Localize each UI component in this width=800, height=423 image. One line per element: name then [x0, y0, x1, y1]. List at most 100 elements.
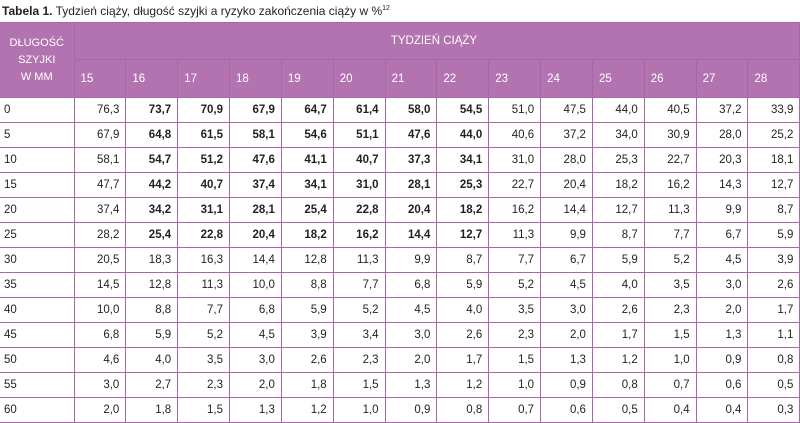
risk-value-cell: 12,7 — [747, 172, 800, 198]
risk-value-cell: 2,3 — [488, 322, 542, 348]
risk-value-cell: 1,5 — [643, 322, 697, 348]
risk-value-cell: 3,9 — [280, 322, 334, 348]
risk-value-cell: 18,1 — [747, 147, 800, 173]
risk-value-cell: 22,8 — [332, 197, 386, 223]
week-header-cell: 27 — [695, 59, 749, 98]
risk-value-cell: 9,9 — [384, 247, 438, 273]
risk-value-cell: 2,0 — [384, 347, 438, 373]
table-row: 50 4,6 4,0 3,5 3,0 2,6 2,3 2,0 1,7 1,5 1,3 1,2 1,0 0,… — [0, 347, 800, 373]
risk-value-cell: 3,5 — [643, 272, 697, 298]
table-row: 0 76,3 73,7 70,9 67,9 64,7 61,4 58,0 54,5 51,0 47,… — [0, 97, 800, 123]
risk-value-cell: 2,0 — [229, 372, 282, 398]
risk-value-cell: 5,2 — [643, 247, 697, 273]
cervix-length-cell: 0 — [0, 97, 75, 123]
risk-value-cell: 2,6 — [280, 347, 334, 373]
risk-value-cell: 0,9 — [384, 397, 438, 423]
caption-reference: 12 — [382, 5, 390, 12]
risk-value-cell: 64,8 — [125, 122, 179, 148]
risk-value-cell: 9,9 — [695, 197, 749, 223]
row-label-line: DŁUGOŚĆ — [9, 36, 64, 49]
risk-value-cell: 14,4 — [540, 197, 593, 223]
risk-value-cell: 0,9 — [695, 347, 749, 373]
risk-value-cell: 4,5 — [695, 247, 749, 273]
risk-value-cell: 4,0 — [591, 272, 645, 298]
risk-value-cell: 5,9 — [125, 322, 179, 348]
table-row: 25 28,2 25,4 22,8 20,4 18,2 16,2 14,4 12,7 11,3 9,… — [0, 222, 800, 248]
risk-value-cell: 16,2 — [643, 172, 697, 198]
table-row: 15 47,7 44,2 40,7 37,4 34,1 31,0 28,1 25,3 22,7 20… — [0, 172, 800, 198]
cervix-length-cell: 20 — [0, 197, 75, 223]
risk-value-cell: 1,3 — [229, 397, 282, 423]
risk-value-cell: 6,7 — [695, 222, 749, 248]
risk-value-cell: 40,6 — [488, 122, 542, 148]
risk-value-cell: 3,0 — [695, 272, 749, 298]
risk-value-cell: 1,7 — [747, 297, 800, 323]
risk-value-cell: 58,1 — [229, 122, 282, 148]
risk-value-cell: 37,4 — [229, 172, 282, 198]
risk-value-cell: 4,6 — [73, 347, 127, 373]
cervix-length-cell: 45 — [0, 322, 75, 348]
risk-value-cell: 22,7 — [643, 147, 697, 173]
risk-value-cell: 4,0 — [125, 347, 179, 373]
cervix-length-cell: 10 — [0, 147, 75, 173]
risk-value-cell: 20,4 — [540, 172, 593, 198]
risk-value-cell: 1,2 — [591, 347, 645, 373]
risk-value-cell: 47,5 — [540, 97, 593, 123]
risk-value-cell: 7,7 — [177, 297, 231, 323]
week-header-cell: 17 — [177, 59, 231, 98]
risk-value-cell: 37,2 — [695, 97, 749, 123]
risk-value-cell: 3,4 — [332, 322, 386, 348]
risk-value-cell: 5,2 — [488, 272, 542, 298]
risk-value-cell: 6,8 — [73, 322, 127, 348]
table-row: 55 3,0 2,7 2,3 2,0 1,8 1,5 1,3 1,2 1,0 0,9 0,8 0,7 0,… — [0, 372, 800, 398]
risk-value-cell: 1,2 — [436, 372, 490, 398]
risk-value-cell: 41,1 — [280, 147, 334, 173]
risk-value-cell: 0,8 — [436, 397, 490, 423]
risk-value-cell: 34,1 — [280, 172, 334, 198]
risk-value-cell: 61,4 — [332, 97, 386, 123]
week-header-cell: 18 — [229, 59, 282, 98]
risk-value-cell: 25,4 — [125, 222, 179, 248]
risk-value-cell: 28,0 — [540, 147, 593, 173]
risk-value-cell: 31,1 — [177, 197, 231, 223]
risk-value-cell: 16,2 — [332, 222, 386, 248]
risk-value-cell: 18,2 — [591, 172, 645, 198]
risk-value-cell: 47,6 — [229, 147, 282, 173]
cervix-length-cell: 30 — [0, 247, 75, 273]
cervix-length-cell: 15 — [0, 172, 75, 198]
risk-value-cell: 40,5 — [643, 97, 697, 123]
week-group-header: TYDZIEŃ CIĄŻY — [73, 22, 800, 60]
risk-value-cell: 34,1 — [436, 147, 490, 173]
table-row: 40 10,0 8,8 7,7 6,8 5,9 5,2 4,5 4,0 3,5 3,0 2,6 2,3 2… — [0, 297, 800, 323]
risk-value-cell: 40,7 — [332, 147, 386, 173]
risk-value-cell: 67,9 — [229, 97, 282, 123]
risk-value-cell: 6,7 — [540, 247, 593, 273]
risk-value-cell: 40,7 — [177, 172, 231, 198]
row-label-line: SZYJKI — [18, 53, 56, 66]
risk-value-cell: 3,0 — [229, 347, 282, 373]
risk-value-cell: 1,8 — [125, 397, 179, 423]
risk-value-cell: 3,0 — [540, 297, 593, 323]
risk-value-cell: 67,9 — [73, 122, 127, 148]
risk-value-cell: 10,0 — [229, 272, 282, 298]
risk-value-cell: 8,7 — [591, 222, 645, 248]
risk-value-cell: 11,3 — [332, 247, 386, 273]
week-header-cell: 25 — [591, 59, 645, 98]
table-row: 35 14,5 12,8 11,3 10,0 8,8 7,7 6,8 5,9 5,2 4,5 4,0 3… — [0, 272, 800, 298]
risk-value-cell: 54,5 — [436, 97, 490, 123]
risk-value-cell: 1,2 — [280, 397, 334, 423]
risk-value-cell: 2,3 — [643, 297, 697, 323]
risk-value-cell: 0,7 — [643, 372, 697, 398]
risk-value-cell: 16,3 — [177, 247, 231, 273]
risk-value-cell: 0,5 — [747, 372, 800, 398]
risk-value-cell: 18,3 — [125, 247, 179, 273]
risk-value-cell: 30,9 — [643, 122, 697, 148]
week-header-cell: 20 — [332, 59, 386, 98]
risk-value-cell: 12,8 — [280, 247, 334, 273]
caption-text: Tydzień ciąży, długość szyjki a ryzyko z… — [52, 4, 383, 18]
risk-value-cell: 7,7 — [332, 272, 386, 298]
risk-value-cell: 0,6 — [540, 397, 593, 423]
risk-value-cell: 0,7 — [488, 397, 542, 423]
risk-value-cell: 0,5 — [591, 397, 645, 423]
risk-value-cell: 25,4 — [280, 197, 334, 223]
